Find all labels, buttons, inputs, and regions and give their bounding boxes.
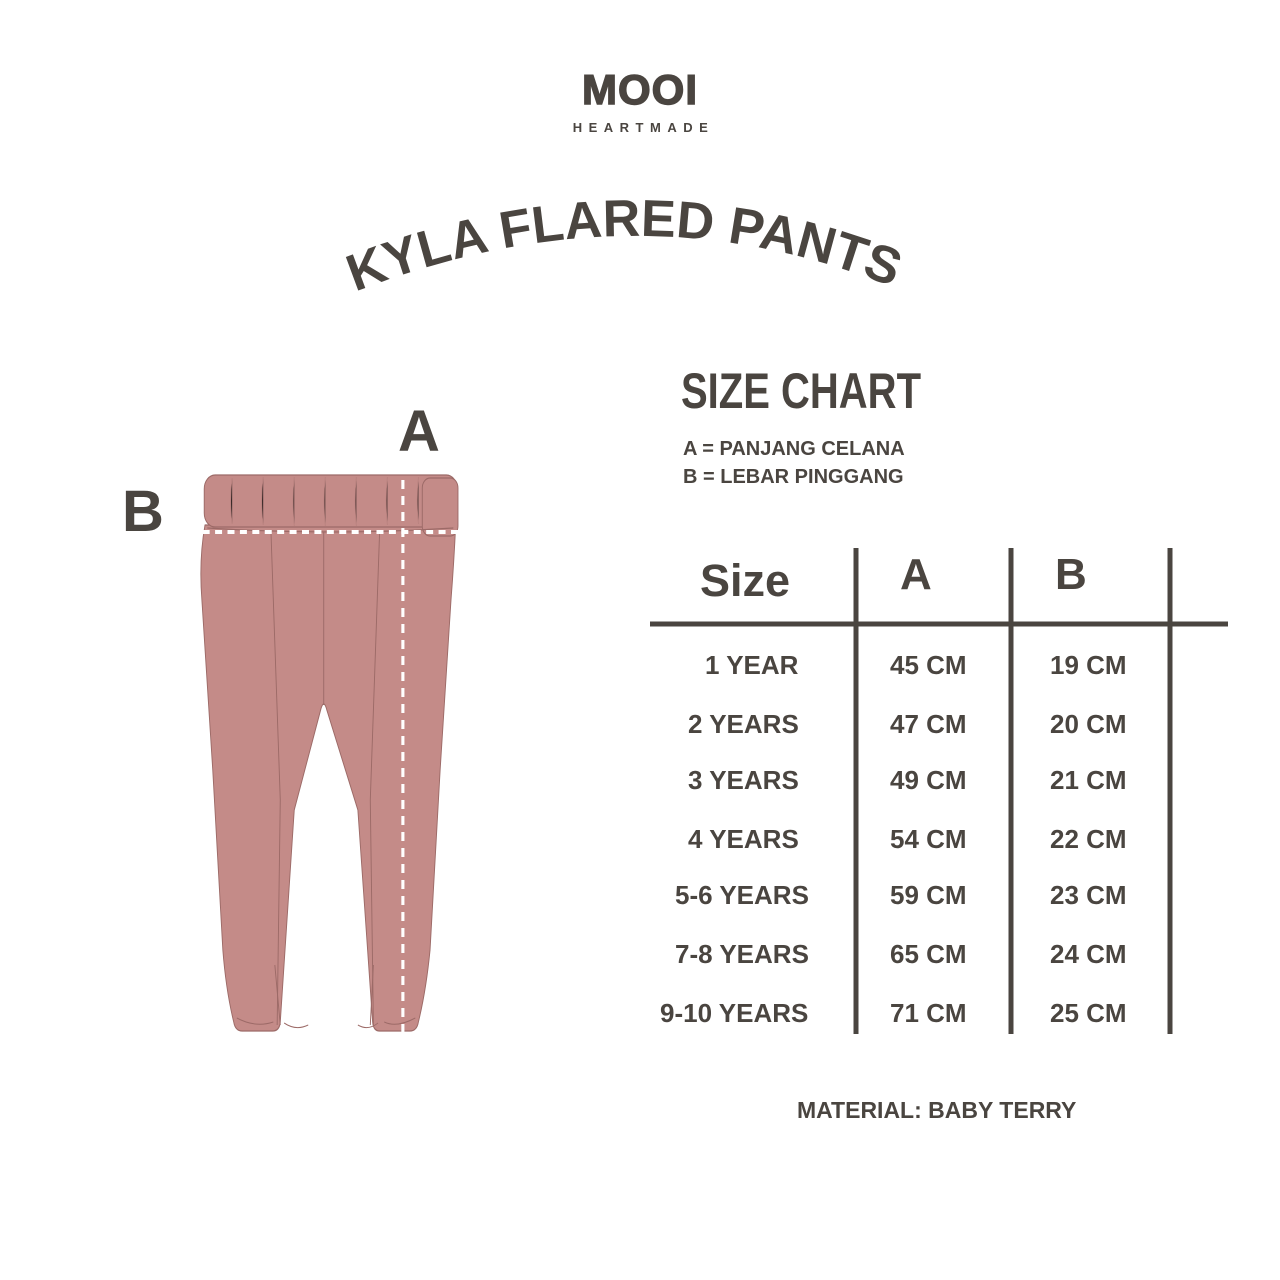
svg-text:KYLA FLARED PANTS: KYLA FLARED PANTS [339,190,909,303]
